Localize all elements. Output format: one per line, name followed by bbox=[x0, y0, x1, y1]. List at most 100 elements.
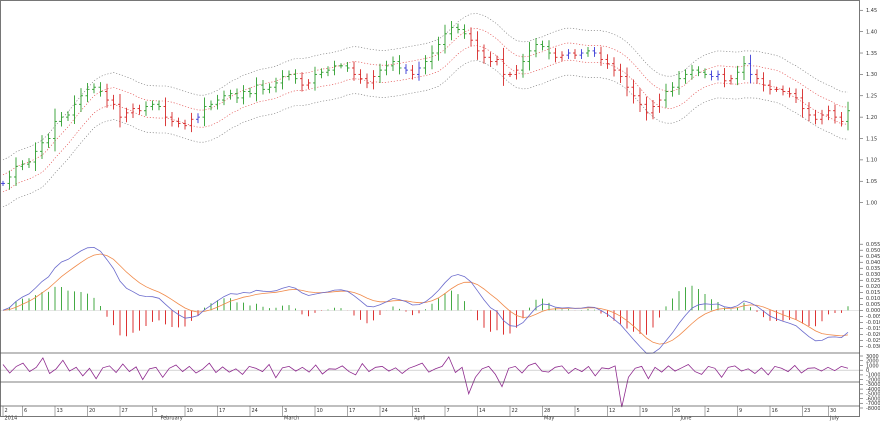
date-day-label: 14 bbox=[479, 408, 485, 414]
price-bar bbox=[527, 41, 532, 71]
price-bar bbox=[202, 97, 207, 127]
price-bar bbox=[495, 55, 499, 66]
date-day-label: 6 bbox=[24, 408, 27, 414]
y-tick-label: 0.045 bbox=[866, 254, 880, 260]
y-tick-label: -6000 bbox=[866, 396, 880, 402]
y-tick-label: -4000 bbox=[866, 387, 880, 393]
upper-inner-band bbox=[2, 28, 849, 176]
date-day-label: 19 bbox=[642, 408, 648, 414]
y-tick-label: 1.10 bbox=[866, 158, 877, 164]
price-bar bbox=[384, 60, 389, 76]
price-bar bbox=[326, 66, 330, 77]
price-bar bbox=[1, 180, 5, 186]
date-day-label: 2 bbox=[5, 408, 8, 414]
price-bar bbox=[397, 55, 402, 75]
price-bar bbox=[560, 51, 564, 62]
price-bar bbox=[157, 100, 161, 111]
price-bar bbox=[183, 119, 187, 130]
price-bar bbox=[651, 100, 655, 120]
y-tick-label: -8000 bbox=[866, 406, 880, 412]
price-bar bbox=[14, 157, 18, 186]
price-bar bbox=[371, 70, 376, 90]
price-bar bbox=[794, 88, 798, 104]
price-bar bbox=[163, 97, 168, 127]
price-bar bbox=[586, 47, 590, 57]
y-tick-label: 0.000 bbox=[866, 308, 880, 314]
price-bar bbox=[300, 72, 304, 92]
y-tick-label: 0 bbox=[866, 368, 869, 374]
price-bar bbox=[774, 86, 779, 92]
date-day-label: 30 bbox=[830, 408, 836, 414]
date-day-label: 16 bbox=[772, 408, 778, 414]
price-bar bbox=[449, 20, 454, 41]
date-month-label: April bbox=[414, 416, 425, 421]
price-bar bbox=[274, 77, 278, 93]
price-bar bbox=[332, 60, 337, 76]
macd-panel: 0.0550.0500.0450.0400.0350.0300.0250.020… bbox=[0, 242, 880, 354]
macd-line bbox=[2, 246, 849, 354]
price-bar bbox=[514, 64, 519, 80]
date-day-label: 23 bbox=[804, 408, 810, 414]
date-day-label: 12 bbox=[609, 408, 615, 414]
y-tick-label: 1.40 bbox=[866, 29, 877, 35]
price-bar bbox=[254, 77, 259, 102]
price-bar bbox=[657, 93, 662, 113]
price-bar bbox=[579, 49, 584, 60]
y-tick-label: 1.15 bbox=[866, 136, 877, 142]
price-bar bbox=[391, 56, 395, 71]
y-tick-label: 3000 bbox=[866, 354, 879, 360]
price-bar bbox=[98, 82, 103, 97]
price-bar bbox=[761, 72, 766, 92]
price-bar bbox=[410, 64, 415, 80]
price-bar bbox=[358, 69, 363, 84]
price-bar bbox=[456, 23, 460, 34]
price-bar bbox=[85, 82, 90, 103]
price-bar bbox=[248, 87, 252, 98]
price-bar bbox=[683, 69, 688, 84]
price-bar bbox=[813, 109, 818, 125]
price-bar bbox=[742, 56, 746, 80]
price-bar bbox=[540, 40, 545, 51]
price-bar bbox=[807, 102, 811, 122]
y-tick-label: 1.00 bbox=[866, 200, 877, 206]
price-bar bbox=[846, 101, 850, 131]
y-tick-label: 0.050 bbox=[866, 248, 880, 254]
price-bar bbox=[501, 47, 506, 86]
y-tick-label: 0.015 bbox=[866, 290, 880, 296]
y-tick-label: 1.35 bbox=[866, 51, 877, 57]
price-bar bbox=[241, 85, 246, 105]
y-tick-label: 0.055 bbox=[866, 242, 880, 248]
price-bar bbox=[534, 38, 538, 58]
date-month-label: June bbox=[680, 416, 692, 421]
price-bar bbox=[339, 63, 343, 69]
price-bar bbox=[92, 83, 96, 94]
y-tick-label: -0.025 bbox=[866, 338, 880, 344]
date-day-label: 27 bbox=[122, 408, 128, 414]
y-tick-label: 1.05 bbox=[866, 179, 877, 185]
price-panel: 1.45 1.40 1.35 1.30 1.25 1.20 1.15 1.10 1.05 1.00 bbox=[1, 8, 877, 208]
date-month-label: 2014 bbox=[5, 416, 18, 421]
price-bar bbox=[469, 27, 473, 47]
y-tick-label: 1.30 bbox=[866, 72, 877, 78]
price-bar bbox=[566, 49, 571, 60]
date-month-label: February bbox=[161, 416, 183, 421]
price-bar bbox=[748, 54, 753, 84]
price-bar bbox=[46, 133, 51, 148]
price-bar bbox=[664, 83, 668, 108]
price-bar bbox=[839, 112, 844, 127]
date-day-label: 17 bbox=[349, 408, 355, 414]
oscillator-panel: 3000200010000-1000-2000-3000-4000-5000-6… bbox=[0, 354, 880, 412]
date-month-label: July bbox=[829, 416, 839, 421]
price-bar bbox=[53, 108, 57, 152]
price-bar bbox=[573, 49, 577, 60]
price-bar bbox=[605, 54, 610, 69]
price-bar bbox=[833, 104, 837, 124]
price-bar bbox=[215, 94, 220, 110]
price-bar bbox=[261, 79, 265, 95]
price-bar bbox=[443, 24, 447, 54]
price-bar bbox=[625, 67, 629, 97]
oscillator-line bbox=[2, 356, 849, 408]
date-day-label: 26 bbox=[674, 408, 680, 414]
date-day-label: 2 bbox=[707, 408, 710, 414]
